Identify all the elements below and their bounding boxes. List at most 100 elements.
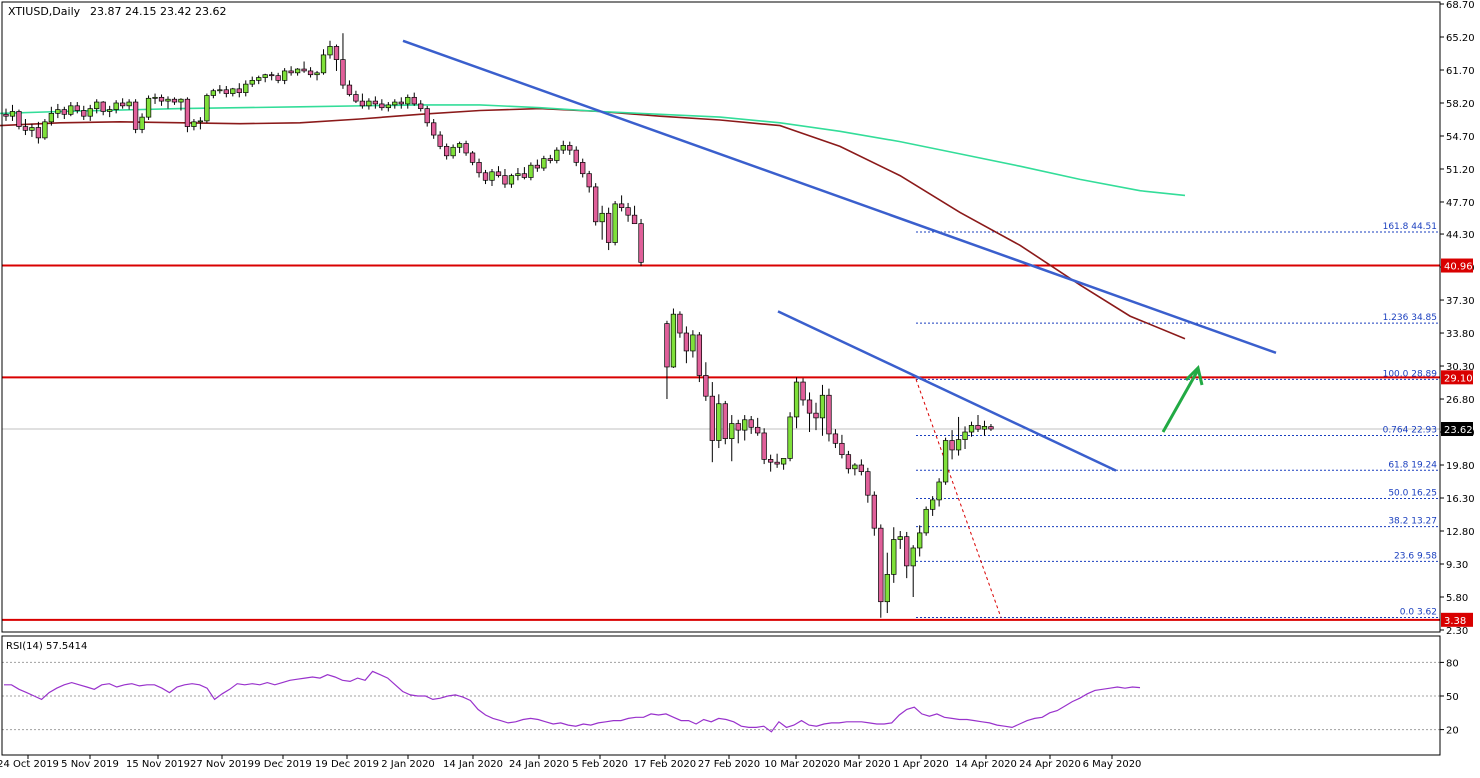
bullish-candle[interactable] [612, 203, 618, 243]
bullish-candle[interactable] [793, 381, 800, 418]
bearish-candle[interactable] [767, 459, 774, 463]
bearish-candle[interactable] [593, 186, 599, 223]
bullish-candle[interactable] [910, 547, 916, 567]
bearish-candle[interactable] [74, 105, 80, 111]
bullish-candle[interactable] [929, 499, 936, 510]
bullish-candle[interactable] [884, 574, 890, 603]
bearish-candle[interactable] [184, 98, 191, 127]
bearish-candle[interactable] [340, 59, 346, 86]
bullish-candle[interactable] [94, 101, 100, 109]
bullish-candle[interactable] [48, 113, 55, 123]
bearish-candle[interactable] [586, 173, 592, 188]
bearish-candle[interactable] [664, 323, 670, 368]
trendline-minor[interactable] [777, 310, 1117, 472]
bullish-candle[interactable] [560, 145, 566, 151]
bullish-candle[interactable] [262, 74, 268, 78]
bearish-candle[interactable] [696, 334, 703, 376]
bullish-candle[interactable] [42, 121, 48, 139]
bullish-candle[interactable] [139, 116, 145, 130]
bearish-candle[interactable] [871, 494, 877, 529]
bearish-candle[interactable] [677, 313, 683, 334]
bullish-candle[interactable] [256, 77, 262, 81]
bearish-candle[interactable] [580, 162, 586, 175]
bearish-candle[interactable] [3, 113, 9, 117]
bearish-candle[interactable] [826, 394, 832, 435]
bearish-candle[interactable] [379, 103, 385, 109]
bullish-candle[interactable] [981, 426, 988, 430]
bullish-candle[interactable] [729, 423, 735, 439]
bullish-candle[interactable] [152, 96, 158, 99]
bullish-candle[interactable] [217, 89, 223, 92]
bearish-candle[interactable] [567, 145, 573, 151]
bullish-candle[interactable] [87, 108, 93, 117]
bearish-candle[interactable] [398, 101, 404, 105]
bullish-candle[interactable] [515, 173, 521, 176]
bearish-candle[interactable] [333, 46, 340, 60]
bearish-candle[interactable] [301, 68, 307, 72]
bearish-candle[interactable] [618, 203, 625, 208]
bearish-candle[interactable] [132, 101, 139, 130]
bearish-candle[interactable] [119, 102, 126, 107]
bullish-candle[interactable] [405, 96, 411, 105]
bullish-candle[interactable] [178, 98, 184, 103]
bearish-candle[interactable] [722, 403, 728, 439]
bullish-candle[interactable] [55, 109, 61, 114]
bearish-candle[interactable] [839, 442, 845, 455]
bearish-candle[interactable] [171, 98, 178, 103]
bearish-candle[interactable] [845, 454, 852, 470]
bullish-candle[interactable] [9, 111, 16, 117]
bullish-candle[interactable] [456, 143, 463, 148]
bullish-candle[interactable] [107, 109, 113, 112]
bullish-candle[interactable] [68, 105, 74, 115]
bearish-candle[interactable] [288, 70, 294, 74]
bullish-candle[interactable] [942, 440, 949, 483]
bearish-candle[interactable] [813, 412, 819, 419]
bullish-candle[interactable] [968, 425, 975, 433]
bearish-candle[interactable] [858, 464, 865, 472]
bullish-candle[interactable] [249, 80, 255, 85]
bullish-candle[interactable] [191, 121, 197, 127]
bearish-candle[interactable] [709, 395, 715, 441]
bullish-candle[interactable] [780, 458, 787, 465]
bullish-candle[interactable] [197, 120, 204, 123]
bullish-candle[interactable] [787, 416, 793, 459]
bearish-candle[interactable] [476, 162, 482, 174]
bearish-candle[interactable] [703, 375, 709, 397]
trendline-major[interactable] [402, 39, 1277, 355]
bearish-candle[interactable] [372, 100, 379, 105]
bullish-candle[interactable] [897, 536, 903, 540]
bullish-candle[interactable] [230, 88, 236, 94]
bearish-candle[interactable] [22, 126, 29, 131]
bearish-candle[interactable] [411, 96, 417, 105]
bearish-candle[interactable] [307, 70, 314, 76]
bullish-candle[interactable] [450, 146, 456, 157]
bearish-candle[interactable] [988, 426, 994, 430]
bearish-candle[interactable] [904, 536, 910, 567]
bearish-candle[interactable] [949, 440, 955, 451]
bearish-candle[interactable] [100, 101, 106, 112]
bullish-candle[interactable] [385, 104, 391, 109]
bullish-candle[interactable] [936, 481, 942, 501]
bullish-candle[interactable] [917, 532, 923, 549]
bullish-candle[interactable] [210, 90, 217, 96]
bearish-candle[interactable] [424, 108, 430, 124]
bearish-candle[interactable] [35, 127, 42, 139]
bearish-candle[interactable] [236, 88, 242, 93]
bearish-candle[interactable] [631, 214, 638, 225]
bullish-candle[interactable] [320, 54, 327, 74]
bullish-candle[interactable] [742, 419, 748, 431]
bearish-candle[interactable] [158, 96, 165, 102]
bullish-candle[interactable] [113, 102, 119, 110]
bearish-candle[interactable] [878, 527, 884, 603]
bearish-candle[interactable] [223, 89, 229, 94]
bullish-candle[interactable] [716, 403, 722, 441]
bearish-candle[interactable] [418, 103, 424, 109]
bearish-candle[interactable] [495, 171, 502, 176]
bullish-candle[interactable] [294, 68, 301, 74]
bullish-candle[interactable] [204, 95, 210, 122]
bullish-candle[interactable] [690, 334, 696, 352]
bearish-candle[interactable] [755, 426, 761, 434]
bullish-candle[interactable] [891, 539, 897, 575]
bullish-candle[interactable] [145, 97, 152, 118]
bearish-candle[interactable] [573, 149, 579, 163]
